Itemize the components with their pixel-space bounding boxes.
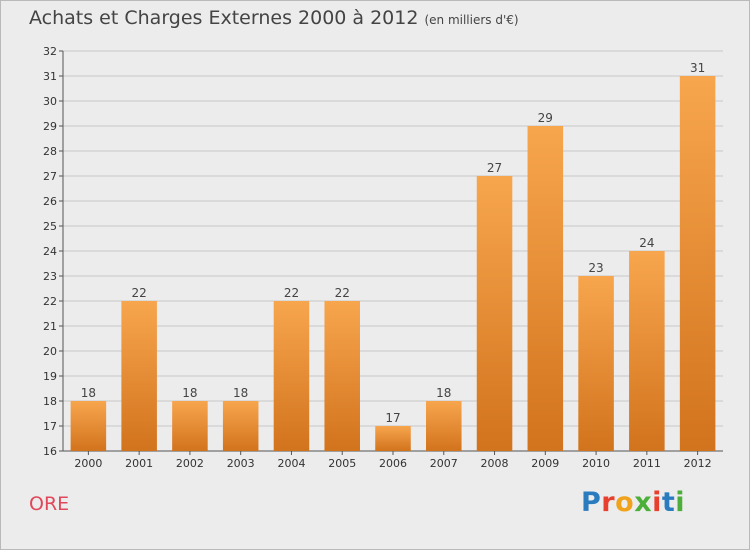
chart-title-text: Achats et Charges Externes 2000 à 2012 <box>29 7 419 29</box>
bar[interactable] <box>629 251 665 451</box>
y-tick-label: 20 <box>43 345 57 358</box>
logo-letter: r <box>601 487 616 518</box>
bar[interactable] <box>222 401 259 451</box>
place-name: ORE <box>29 493 70 515</box>
bar-value-label: 31 <box>690 61 705 75</box>
bar-value-label: 22 <box>284 286 299 300</box>
bar-value-label: 18 <box>182 386 197 400</box>
x-tick-label: 2007 <box>430 457 458 470</box>
y-tick-label: 19 <box>43 370 57 383</box>
x-tick-label: 2003 <box>227 457 255 470</box>
bar[interactable] <box>70 401 107 451</box>
bar[interactable] <box>375 426 411 451</box>
x-tick-label: 2006 <box>379 457 407 470</box>
x-tick-label: 2005 <box>328 457 356 470</box>
y-tick-label: 27 <box>43 170 57 183</box>
bar[interactable] <box>426 401 462 451</box>
x-tick-label: 2010 <box>582 457 610 470</box>
y-tick-label: 24 <box>43 245 57 258</box>
bar[interactable] <box>527 126 564 451</box>
bar-value-label: 18 <box>81 386 96 400</box>
y-tick-label: 31 <box>43 70 57 83</box>
chart-subtitle: (en milliers d'€) <box>424 13 519 27</box>
y-tick-label: 26 <box>43 195 57 208</box>
x-tick-label: 2004 <box>277 457 305 470</box>
bar-value-label: 17 <box>385 411 400 425</box>
bar[interactable] <box>121 301 157 451</box>
y-tick-label: 18 <box>43 395 57 408</box>
bar-value-label: 29 <box>538 111 553 125</box>
x-tick-label: 2001 <box>125 457 153 470</box>
bar-value-label: 22 <box>132 286 147 300</box>
x-tick-label: 2008 <box>481 457 509 470</box>
bar-value-label: 27 <box>487 161 502 175</box>
y-tick-label: 28 <box>43 145 57 158</box>
y-tick-label: 30 <box>43 95 57 108</box>
bar[interactable] <box>578 276 614 451</box>
logo-letter: i <box>652 487 662 518</box>
y-tick-label: 16 <box>43 445 57 458</box>
bar-value-label: 18 <box>233 386 248 400</box>
x-tick-label: 2011 <box>633 457 661 470</box>
bar[interactable] <box>679 76 716 451</box>
bar[interactable] <box>273 301 310 451</box>
logo-letter: o <box>615 487 635 518</box>
chart-title: Achats et Charges Externes 2000 à 2012 (e… <box>29 7 519 29</box>
bar-value-label: 23 <box>588 261 603 275</box>
bar[interactable] <box>324 301 360 451</box>
x-tick-label: 2012 <box>684 457 712 470</box>
logo-letter: x <box>634 487 653 518</box>
bar[interactable] <box>172 401 208 451</box>
y-tick-label: 21 <box>43 320 57 333</box>
x-tick-label: 2009 <box>531 457 559 470</box>
bar[interactable] <box>476 176 513 451</box>
logo-letter: P <box>581 487 602 518</box>
bar-value-label: 18 <box>436 386 451 400</box>
logo-letter: i <box>675 487 686 518</box>
y-tick-label: 22 <box>43 295 57 308</box>
bar-value-label: 22 <box>335 286 350 300</box>
y-tick-label: 17 <box>43 420 57 433</box>
y-tick-label: 29 <box>43 120 57 133</box>
y-tick-label: 25 <box>43 220 57 233</box>
x-tick-label: 2000 <box>74 457 102 470</box>
grid-lines <box>63 50 723 452</box>
y-tick-label: 32 <box>43 45 57 58</box>
bar-value-label: 24 <box>639 236 654 250</box>
proxiti-logo[interactable]: Proxiti <box>581 487 685 518</box>
logo-letter: t <box>661 487 676 518</box>
y-tick-label: 23 <box>43 270 57 283</box>
bars <box>70 76 716 451</box>
x-tick-label: 2002 <box>176 457 204 470</box>
labels: 16 17 18 19 20 21 22 23 24 25 26 27 28 29 30 31 32 18 2000… <box>43 45 712 470</box>
